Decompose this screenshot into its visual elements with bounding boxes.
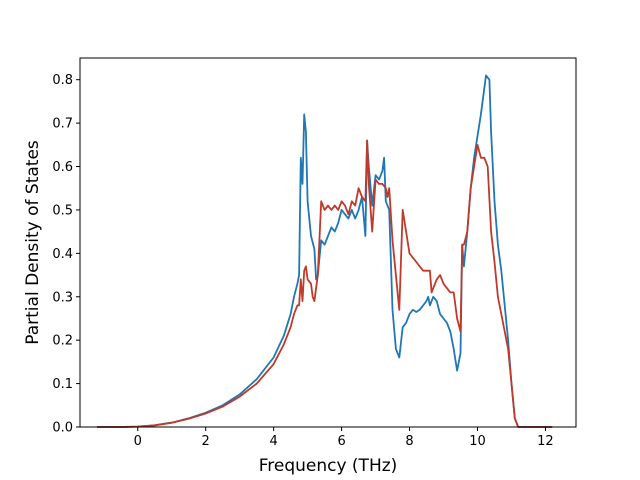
x-tick-label: 0 bbox=[134, 434, 142, 449]
plot-area-frame bbox=[79, 57, 577, 428]
series-line-2 bbox=[97, 139, 553, 428]
y-tick-label: 0.1 bbox=[52, 377, 73, 392]
y-axis-ticks: 0.0 0.1 0.2 0.3 0.4 0.5 0.6 0.7 0.8 bbox=[52, 73, 80, 436]
y-tick-label: 0.2 bbox=[52, 334, 73, 349]
series-line-1 bbox=[97, 74, 553, 428]
x-tick-label: 4 bbox=[270, 434, 278, 449]
x-tick-label: 10 bbox=[469, 434, 486, 449]
y-tick-label: 0.6 bbox=[52, 160, 73, 175]
y-tick-label: 0.7 bbox=[52, 117, 73, 132]
x-axis-ticks: 0 2 4 6 8 10 12 bbox=[134, 427, 554, 449]
y-tick-label: 0.3 bbox=[52, 290, 73, 305]
y-tick-label: 0.8 bbox=[52, 73, 73, 88]
x-tick-label: 8 bbox=[405, 434, 413, 449]
series-layer bbox=[97, 74, 553, 428]
y-tick-label: 0.5 bbox=[52, 203, 73, 218]
x-tick-label: 12 bbox=[537, 434, 554, 449]
y-axis-label: Partial Density of States bbox=[23, 140, 43, 345]
x-tick-label: 2 bbox=[202, 434, 210, 449]
y-tick-label: 0.4 bbox=[52, 247, 73, 262]
x-axis-label: Frequency (THz) bbox=[259, 456, 398, 476]
y-tick-label: 0.0 bbox=[52, 421, 73, 436]
x-tick-label: 6 bbox=[337, 434, 345, 449]
